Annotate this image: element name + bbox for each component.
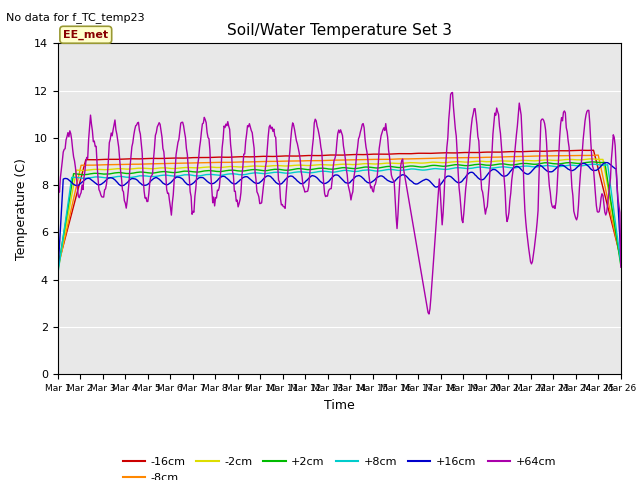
Text: EE_met: EE_met [63,30,108,40]
X-axis label: Time: Time [324,399,355,412]
Y-axis label: Temperature (C): Temperature (C) [15,158,28,260]
Title: Soil/Water Temperature Set 3: Soil/Water Temperature Set 3 [227,23,452,38]
Legend: -16cm, -8cm, -2cm, +2cm, +8cm, +16cm, +64cm: -16cm, -8cm, -2cm, +2cm, +8cm, +16cm, +6… [118,453,560,480]
Text: No data for f_TC_temp23: No data for f_TC_temp23 [6,12,145,23]
